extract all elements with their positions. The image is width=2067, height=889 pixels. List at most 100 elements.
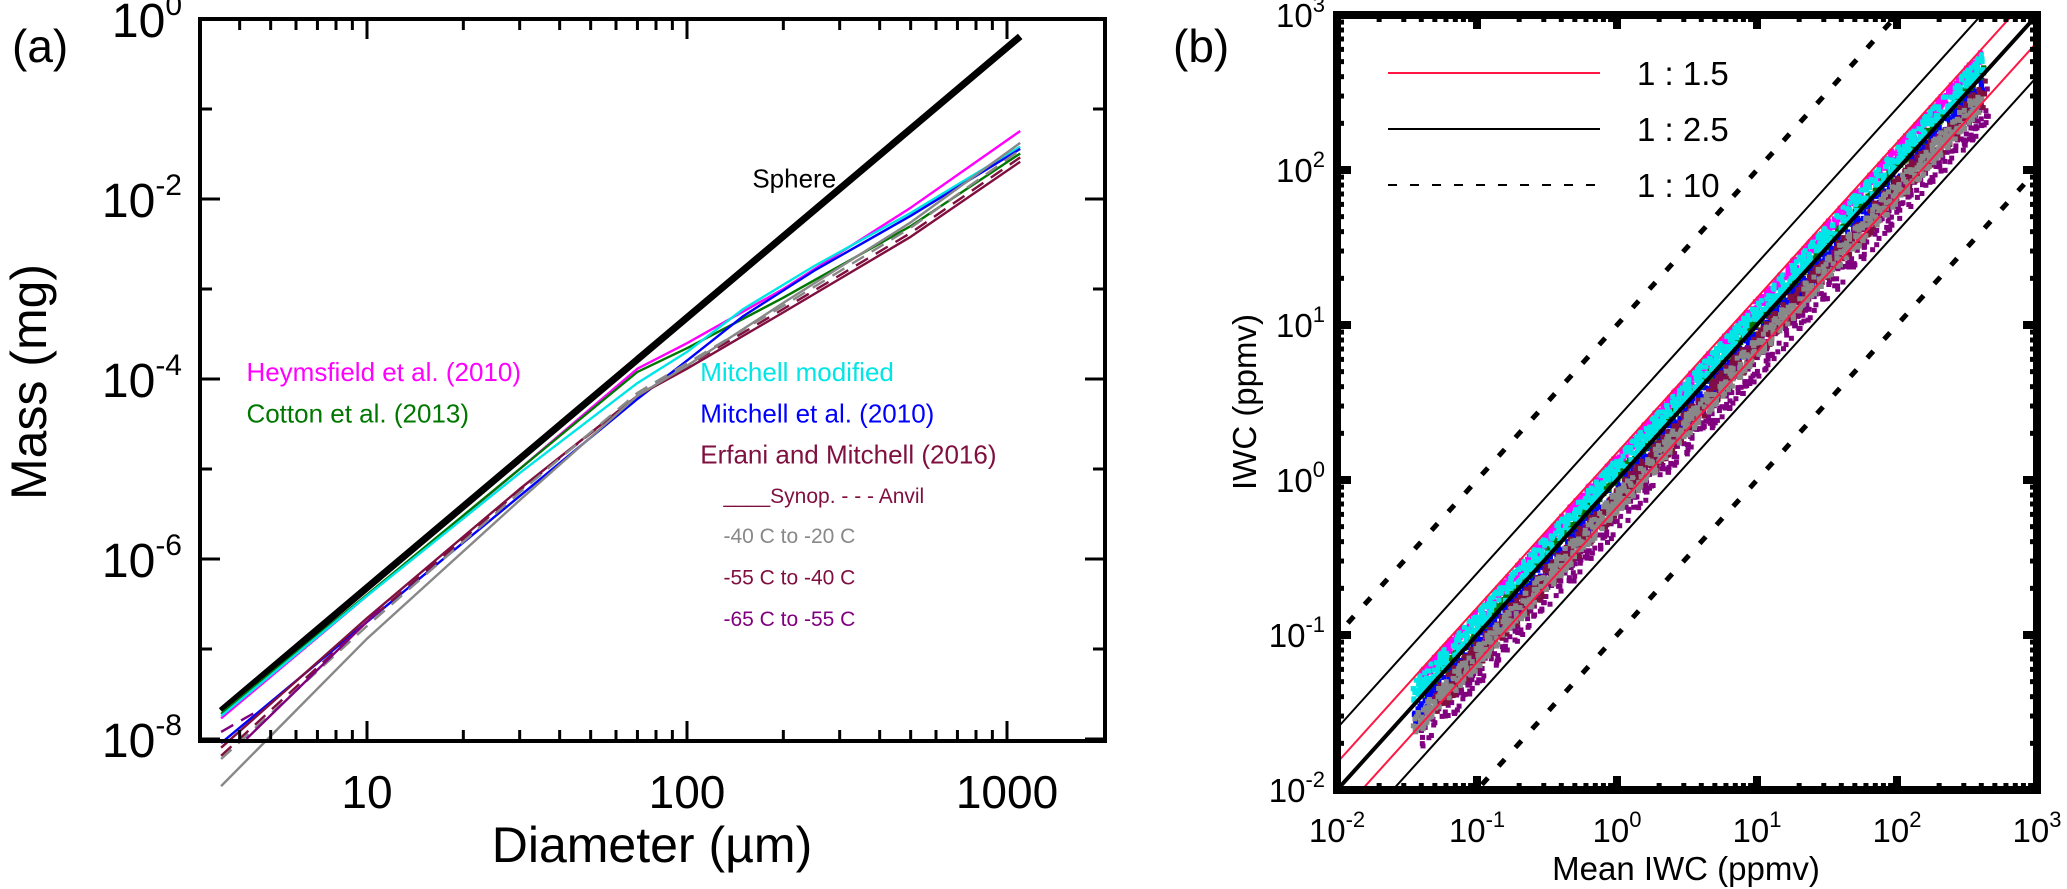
scatter-point xyxy=(1718,387,1724,393)
scatter-point xyxy=(1814,261,1820,267)
scatter-point xyxy=(1457,683,1463,688)
scatter-point xyxy=(1670,448,1676,454)
scatter-point xyxy=(1540,575,1546,581)
scatter-point xyxy=(1608,521,1614,527)
scatter-point xyxy=(1758,331,1764,336)
scatter-point xyxy=(1436,704,1442,710)
scatter-point xyxy=(1930,145,1936,151)
scatter-point xyxy=(1869,198,1875,204)
scatter-point xyxy=(1719,404,1725,410)
scatter-point xyxy=(1543,564,1549,570)
scatter-point xyxy=(1519,616,1524,622)
scatter-point xyxy=(1952,113,1958,119)
scatter-point xyxy=(1604,529,1610,535)
scatter-point xyxy=(1565,539,1571,545)
scatter-point xyxy=(1821,267,1827,273)
series-line-3 xyxy=(220,145,1021,717)
scatter-point xyxy=(1494,658,1500,664)
scatter-point xyxy=(1585,542,1591,548)
scatter-point xyxy=(1923,149,1929,155)
scatter-point xyxy=(1540,593,1546,599)
scatter-point xyxy=(1451,665,1457,671)
series-line-7 xyxy=(220,141,1021,787)
scatter-point xyxy=(1502,618,1508,624)
scatter-point xyxy=(1783,328,1789,333)
scatter-point xyxy=(1627,471,1633,477)
scatter-point xyxy=(1461,662,1467,668)
scatter-point xyxy=(1784,332,1790,338)
scatter-point xyxy=(1595,522,1601,528)
scatter-point xyxy=(1636,487,1641,493)
scatter-point xyxy=(1723,368,1729,374)
scatter-point xyxy=(1887,198,1893,204)
scatter-point xyxy=(1983,120,1989,126)
scatter-point xyxy=(1790,312,1796,318)
scatter-point xyxy=(1610,492,1616,498)
x-tick-label: 10 xyxy=(341,766,392,818)
scatter-point xyxy=(1733,396,1739,402)
scatter-point xyxy=(1552,568,1558,574)
scatter-point xyxy=(1978,116,1984,122)
scatter-point xyxy=(1918,151,1924,156)
scatter-point xyxy=(1567,505,1573,511)
scatter-point xyxy=(1744,345,1750,351)
scatter-point xyxy=(1776,340,1782,346)
scatter-point xyxy=(1426,704,1432,710)
scatter-point xyxy=(1919,153,1925,159)
scatter-point xyxy=(1711,389,1717,394)
scatter-point xyxy=(1638,482,1644,488)
scatter-point xyxy=(1520,601,1526,607)
scatter-point xyxy=(1697,391,1703,397)
scatter-point xyxy=(1660,434,1666,440)
scatter-point xyxy=(1815,286,1821,292)
scatter-point xyxy=(1805,297,1811,303)
scatter-point xyxy=(1643,497,1649,503)
scatter-point xyxy=(1590,537,1596,543)
scatter-point xyxy=(1449,654,1455,660)
scatter-point xyxy=(1617,523,1623,529)
scatter-point xyxy=(1927,139,1933,145)
scatter-point xyxy=(1850,233,1856,239)
scatter-point xyxy=(1657,472,1663,478)
scatter-point xyxy=(1421,666,1427,672)
scatter-point xyxy=(1600,516,1606,522)
scatter-point xyxy=(1648,464,1654,470)
scatter-point xyxy=(1697,426,1703,432)
scatter-point xyxy=(1483,646,1488,652)
scatter-point xyxy=(1487,639,1493,645)
scatter-point xyxy=(1429,658,1435,664)
scatter-point xyxy=(1983,108,1989,114)
scatter-point xyxy=(1888,150,1893,156)
scatter-point xyxy=(1830,276,1836,282)
scatter-point xyxy=(1422,697,1428,703)
scatter-point xyxy=(1445,713,1451,718)
scatter-point xyxy=(1441,682,1447,688)
scatter-point xyxy=(1538,564,1544,570)
scatter-point xyxy=(1412,710,1418,716)
annotation-label: Sphere xyxy=(752,163,836,193)
scatter-point xyxy=(1774,329,1780,335)
scatter-point xyxy=(1783,315,1789,321)
scatter-point xyxy=(1792,323,1798,329)
scatter-point xyxy=(1464,677,1470,682)
scatter-point xyxy=(1598,546,1604,552)
scatter-point xyxy=(1952,118,1958,124)
scatter-point xyxy=(1723,405,1728,411)
scatter-point xyxy=(1689,400,1695,405)
scatter-point xyxy=(1765,362,1771,368)
scatter-point xyxy=(1457,663,1463,669)
scatter-point xyxy=(1685,422,1691,428)
scatter-point xyxy=(1883,200,1889,206)
scatter-point xyxy=(1514,597,1520,603)
scatter-point xyxy=(1922,140,1928,146)
scatter-point xyxy=(1698,401,1703,407)
scatter-point xyxy=(1823,261,1829,267)
scatter-point xyxy=(1631,504,1637,510)
scatter-point xyxy=(1485,643,1491,649)
scatter-point xyxy=(1676,438,1682,444)
scatter-point xyxy=(1919,164,1924,170)
scatter-point xyxy=(1846,264,1852,270)
scatter-point xyxy=(1924,143,1930,149)
scatter-point xyxy=(1968,115,1974,120)
scatter-point xyxy=(1602,533,1608,539)
